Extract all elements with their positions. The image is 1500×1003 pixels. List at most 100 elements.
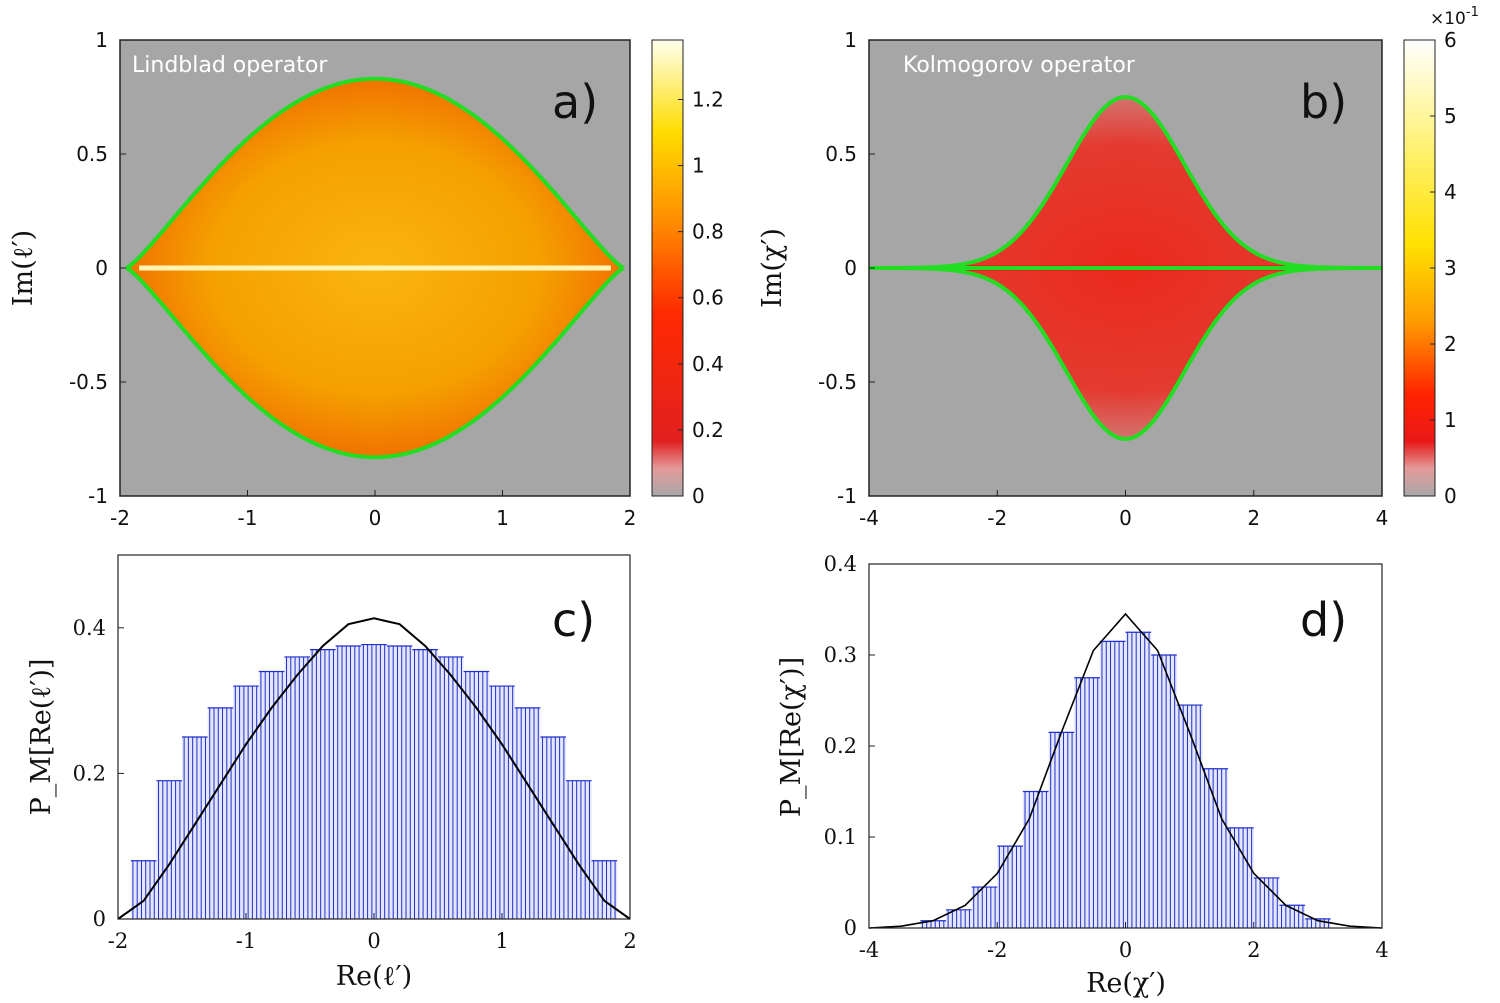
panel-d-ticks: -4 -2 0 2 4 0 0.1 0.2 0.3 0.4 xyxy=(824,552,1389,962)
panel-b-xtick-label: -2 xyxy=(987,506,1007,530)
panel-d-plot-area xyxy=(869,564,1382,928)
panel-c: -2 -1 0 1 2 0 0.2 0.4 c) Re(ℓ′) P_M[Re(ℓ′)] xyxy=(26,554,637,992)
panel-b-colorbar xyxy=(1403,39,1436,497)
panel-d-ytick-label: 0.1 xyxy=(824,825,857,849)
panel-c-xtick-label: 0 xyxy=(367,929,380,953)
panel-b-colorbar-tick-label: 1 xyxy=(1444,408,1457,432)
panel-a-ytick-label: -0.5 xyxy=(69,370,108,394)
panel-a-ytick-label: 0.5 xyxy=(76,142,108,166)
panel-c-ytick-label: 0 xyxy=(93,907,106,931)
panel-d-histogram-bar xyxy=(1176,705,1203,928)
panel-b-ytick-label: -0.5 xyxy=(818,370,857,394)
panel-c-xtick-label: -1 xyxy=(236,929,256,953)
panel-a: -2 -1 0 1 2-1-0.500.51 Lindblad operator a) … xyxy=(8,28,724,530)
panel-d-histogram-bar xyxy=(1202,768,1229,928)
panel-c-xtick-label: 2 xyxy=(623,929,636,953)
panel-a-colorbar-tick-label: 0 xyxy=(692,484,705,508)
panel-d-histogram-bar xyxy=(1125,632,1152,928)
panel-b: -4 -2 0 2 4 -1 -0.5 0 0.5 1 Kolmogorov operator b… xyxy=(757,5,1479,530)
panel-d-histogram-bar xyxy=(1074,677,1100,928)
panel-c-ylabel: P_M[Re(ℓ′)] xyxy=(26,659,57,816)
panel-c-histogram-bar xyxy=(386,646,413,919)
panel-b-xtick-label: 0 xyxy=(1119,506,1132,530)
panel-c-xtick-label: 1 xyxy=(495,929,508,953)
panel-b-xtick-label: 4 xyxy=(1376,506,1389,530)
panel-b-ylabel: Im(χ′) xyxy=(757,228,788,308)
panel-a-xtick-label: -1 xyxy=(238,506,258,530)
panel-d-xtick-label: 4 xyxy=(1375,938,1388,962)
panel-d-xlabel: Re(χ′) xyxy=(1086,968,1166,999)
panel-b-title: Kolmogorov operator xyxy=(903,53,1136,78)
panel-a-boundary-curve xyxy=(125,76,625,460)
panel-d-ytick-label: 0.4 xyxy=(824,552,857,576)
panel-d-ylabel: P_M[Re(χ′)] xyxy=(776,657,807,817)
panel-c-histogram-bar xyxy=(361,644,387,919)
panel-d-histogram-bar xyxy=(1022,791,1049,928)
panel-a-colorbar xyxy=(651,39,684,497)
panel-d-ytick-label: 0.3 xyxy=(824,643,857,667)
panel-c-histogram-bar xyxy=(438,656,464,919)
panel-d-histogram-bar xyxy=(1151,655,1177,928)
panel-c-theory-curve xyxy=(117,617,631,920)
panel-b-xtick-label: 2 xyxy=(1247,506,1260,530)
panel-a-xtick-label: 1 xyxy=(496,506,509,530)
panel-c-histogram-bar xyxy=(207,707,234,919)
panel-c-histogram-bar xyxy=(540,737,566,919)
panel-c-histogram-bar xyxy=(310,649,336,919)
panel-a-title: Lindblad operator xyxy=(132,53,328,78)
panel-b-colorbar-tick-label: 3 xyxy=(1444,256,1457,280)
panel-d-ytick-label: 0 xyxy=(844,916,857,940)
panel-c-ticks: -2 -1 0 1 2 0 0.2 0.4 xyxy=(73,616,637,953)
panel-a-label: a) xyxy=(552,75,598,129)
panel-b-boundary-curve xyxy=(869,94,1382,442)
panel-b-ytick-label: -1 xyxy=(837,484,857,508)
panel-d-histogram-bar xyxy=(1048,732,1075,928)
panel-d-xtick-label: -4 xyxy=(859,938,879,962)
panel-b-xtick-label: -4 xyxy=(859,506,879,530)
panel-c-histogram-bar xyxy=(233,686,259,919)
panel-d-histogram-bar xyxy=(1099,641,1126,928)
panel-a-ticks: -2 -1 0 1 2-1-0.500.51 xyxy=(69,28,636,530)
panel-c-histogram xyxy=(130,643,618,919)
panel-d-xtick-label: -2 xyxy=(987,938,1007,962)
panel-a-ytick-label: 1 xyxy=(95,28,108,52)
panel-b-ytick-label: 0 xyxy=(844,256,857,280)
panel-a-colorbar-tick-label: 0.2 xyxy=(692,418,724,442)
panel-c-histogram-bar xyxy=(258,671,285,919)
panel-c-histogram-bar xyxy=(130,860,157,919)
panel-d-theory-curve xyxy=(868,612,1383,929)
panel-a-ytick-label: 0 xyxy=(95,256,108,280)
panel-b-label: b) xyxy=(1300,75,1347,129)
panel-c-histogram-bar xyxy=(591,860,618,919)
panel-c-xtick-label: -2 xyxy=(108,929,128,953)
panel-d-histogram-bar xyxy=(971,887,998,928)
panel-b-ticks: -4 -2 0 2 4 -1 -0.5 0 0.5 1 xyxy=(818,28,1388,530)
panel-c-histogram-bar xyxy=(284,656,310,919)
panel-d-xtick-label: 0 xyxy=(1119,938,1132,962)
panel-c-histogram-bar xyxy=(514,707,541,919)
panel-a-xtick-label: -2 xyxy=(110,506,130,530)
panel-d-histogram-bar xyxy=(1305,918,1331,928)
panel-a-colorbar-tick-label: 0.8 xyxy=(692,220,724,244)
panel-b-ytick-label: 0.5 xyxy=(825,142,857,166)
panel-d: -4 -2 0 2 4 0 0.1 0.2 0.3 0.4 d) Re(χ′) P_M[Re(χ′… xyxy=(776,552,1389,999)
panel-d-histogram-bar xyxy=(997,846,1023,928)
panel-a-xtick-label: 0 xyxy=(369,506,382,530)
panel-c-histogram-bar xyxy=(335,646,362,919)
panel-b-colorbar-tick-label: 4 xyxy=(1444,180,1457,204)
panel-b-ytick-label: 1 xyxy=(844,28,857,52)
panel-d-label: d) xyxy=(1300,593,1347,647)
panel-c-ytick-label: 0.4 xyxy=(73,616,106,640)
panel-c-histogram-bar xyxy=(182,737,208,919)
panel-c-xlabel: Re(ℓ′) xyxy=(336,961,412,992)
panel-d-histogram-bar xyxy=(1228,827,1254,928)
panel-b-colorbar-tick-label: 0 xyxy=(1444,484,1457,508)
panel-c-histogram-bar xyxy=(463,671,490,919)
panel-a-colorbar-tick-label: 1 xyxy=(692,154,705,178)
panel-a-xtick-label: 2 xyxy=(624,506,637,530)
panel-d-ytick-label: 0.2 xyxy=(824,734,857,758)
panel-b-colorbar-tick-label: 5 xyxy=(1444,104,1457,128)
panel-a-ytick-label: -1 xyxy=(88,484,108,508)
panel-c-histogram-bar xyxy=(489,686,515,919)
panel-c-label: c) xyxy=(552,593,595,647)
